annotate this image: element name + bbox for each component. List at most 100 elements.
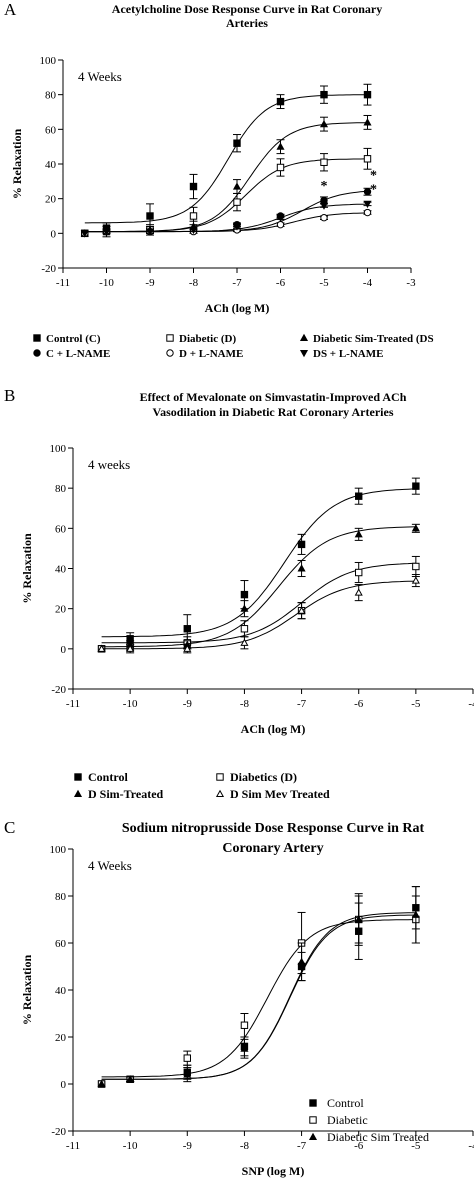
data-point (233, 139, 241, 147)
panel-label: A (4, 0, 17, 19)
fit-curve (101, 912, 416, 1080)
y-tick-label: 40 (55, 985, 67, 997)
fit-curve (101, 919, 416, 1078)
y-tick-label: 0 (51, 228, 57, 240)
data-point (183, 1070, 192, 1078)
chart-title: Vasodilation in Diabetic Rat Coronary Ar… (153, 405, 394, 419)
legend-label: C + L-NAME (46, 348, 110, 360)
significance-mark: * (321, 179, 328, 194)
data-point (97, 644, 106, 652)
data-point (363, 118, 372, 126)
data-point (309, 1116, 317, 1124)
chart-panel-B: B Effect of Mevalonate on Simvastatin-Imp… (4, 386, 474, 801)
annotation: 4 weeks (88, 457, 130, 472)
y-tick-label: 0 (61, 644, 67, 656)
y-tick-label: 100 (40, 55, 57, 67)
series-4 (97, 574, 420, 654)
data-point (189, 226, 198, 235)
y-tick-label: 100 (50, 443, 67, 455)
data-point (297, 957, 306, 965)
legend-item: C + L-NAME (33, 348, 110, 360)
x-tick-label: -7 (232, 277, 242, 289)
series-3 (97, 523, 420, 652)
data-point (33, 334, 41, 342)
series-2 (97, 895, 420, 1088)
data-point (308, 1132, 318, 1141)
chart-title: Sodium nitroprusside Dose Response Curve… (122, 821, 425, 836)
legend-label: DS + L-NAME (313, 348, 383, 360)
legend-item: Control (309, 1096, 364, 1110)
data-point (146, 212, 154, 220)
legend-label: Control (88, 770, 128, 784)
legend-label: Control (C) (46, 333, 101, 345)
y-tick-label: 80 (55, 483, 67, 495)
data-point (240, 1044, 249, 1052)
series-1 (81, 83, 372, 238)
data-point (102, 228, 111, 236)
data-point (320, 90, 328, 99)
data-point (354, 530, 363, 538)
data-point (183, 644, 192, 652)
fit-curve (101, 488, 416, 638)
annotation: 4 Weeks (78, 69, 122, 84)
y-axis-label: % Relaxation (10, 129, 24, 200)
data-point (355, 568, 363, 577)
data-point (74, 773, 82, 781)
data-point (240, 1021, 249, 1029)
x-tick-label: -3 (406, 277, 416, 289)
data-point (183, 625, 191, 633)
panel-label: C (4, 818, 15, 837)
x-tick-label: -5 (411, 1140, 421, 1152)
legend-item: D Sim-Treated (73, 787, 164, 801)
legend-item: D + L-NAME (166, 348, 243, 360)
legend-item: D Sim Mev Treated (215, 787, 330, 801)
legend: Control Diabetic Diabetic Sim Treated (308, 1096, 429, 1144)
legend-label: Diabetic (327, 1113, 368, 1127)
data-point (297, 564, 306, 572)
chart-title: Acetylcholine Dose Response Curve in Rat… (112, 2, 382, 16)
data-point (73, 789, 83, 798)
y-tick-label: 80 (45, 90, 57, 102)
y-tick-label: 0 (61, 1079, 67, 1091)
data-point (183, 1054, 191, 1062)
chart-title: Coronary Artery (222, 841, 323, 856)
data-point (363, 188, 372, 196)
legend-item: Diabetic Sim-Treated (DS (299, 333, 434, 345)
data-point (297, 540, 306, 549)
data-point (126, 644, 135, 652)
x-tick-label: -8 (189, 277, 199, 289)
chart-title: Effect of Mevalonate on Simvastatin-Impr… (140, 390, 407, 404)
legend-item: Diabetic (D) (166, 333, 236, 345)
data-point (80, 230, 89, 238)
x-tick-label: -5 (319, 277, 329, 289)
data-point (297, 606, 306, 614)
data-point (276, 142, 285, 150)
x-axis-label: ACh (log M) (241, 722, 306, 736)
legend-label: D + L-NAME (179, 348, 243, 360)
series-6 (80, 200, 372, 238)
x-tick-label: -7 (297, 698, 307, 710)
data-point (33, 349, 41, 357)
x-axis-label: SNP (log M) (242, 1164, 305, 1178)
legend-item: Control (C) (33, 333, 101, 345)
y-tick-label: -20 (51, 1126, 66, 1138)
data-point (354, 915, 363, 923)
data-point (319, 119, 329, 128)
series-1 (97, 886, 420, 1088)
series-1 (97, 477, 420, 653)
x-tick-label: -4 (468, 1140, 474, 1152)
y-tick-label: -20 (41, 263, 56, 275)
data-point (320, 214, 328, 222)
data-point (363, 155, 372, 163)
y-tick-label: 60 (55, 523, 67, 535)
legend-label: Diabetic Sim Treated (327, 1130, 429, 1144)
legend-item: Diabetic Sim Treated (308, 1130, 429, 1144)
legend: Control (C) Diabetic (D) Diabetic Sim-Trea… (33, 333, 434, 360)
series-3 (80, 114, 372, 237)
x-tick-label: -10 (99, 277, 114, 289)
legend-label: D Sim Mev Treated (230, 787, 330, 801)
annotation: 4 Weeks (88, 858, 132, 873)
series-3 (97, 886, 420, 1088)
y-tick-label: 20 (45, 194, 57, 206)
fit-curve (101, 562, 416, 644)
